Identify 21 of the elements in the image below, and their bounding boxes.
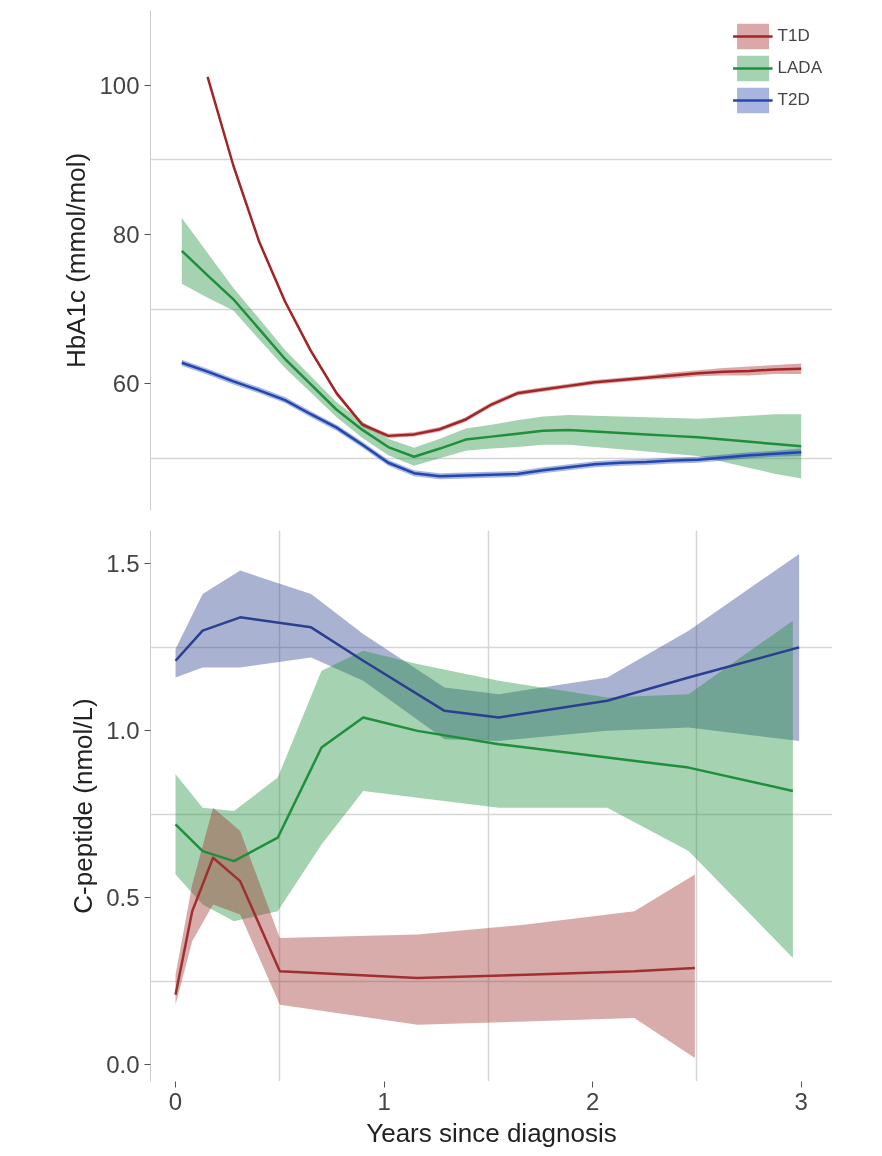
y-axis-title: C-peptide (nmol/L) xyxy=(68,698,99,914)
legend-label: LADA xyxy=(777,58,822,78)
legend-label: T2D xyxy=(777,90,810,110)
y-axis-title: HbA1c (mmol/mol) xyxy=(61,152,92,369)
line-series xyxy=(174,716,795,863)
x-tick-label: 3 xyxy=(794,1087,808,1115)
y-tick-label: 60 xyxy=(112,370,140,398)
line-series xyxy=(174,616,801,719)
x-tick-label: 1 xyxy=(377,1087,391,1115)
y-tick-label: 100 xyxy=(99,71,140,99)
x-tick-label: 0 xyxy=(168,1087,183,1115)
y-tick-label: 80 xyxy=(112,220,140,248)
y-tick-label: 1.0 xyxy=(106,717,140,745)
x-axis-title: Years since diagnosis xyxy=(366,1117,617,1148)
y-tick-label: 0.5 xyxy=(106,884,140,912)
x-tick-label: 2 xyxy=(585,1087,600,1115)
line-series xyxy=(174,856,697,996)
legend-label: T1D xyxy=(777,26,810,46)
line-series xyxy=(180,249,803,459)
y-tick-label: 0.0 xyxy=(106,1051,140,1079)
y-tick-label: 1.5 xyxy=(106,550,140,578)
